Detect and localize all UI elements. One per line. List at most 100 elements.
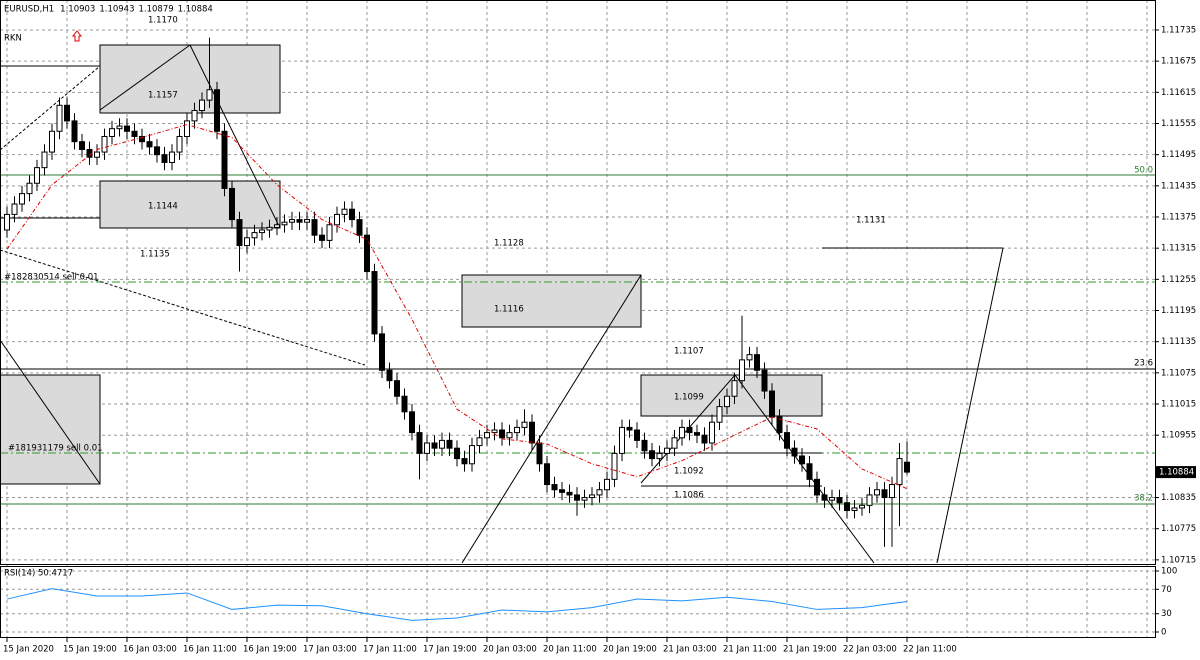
candle-body — [341, 208, 348, 215]
candle-body — [829, 497, 835, 501]
candle-body — [709, 421, 715, 444]
x-tick-label: 16 Jan 19:00 — [243, 645, 297, 655]
candle-body — [619, 426, 625, 454]
rsi-frame — [0, 566, 1156, 638]
candle-body — [71, 120, 78, 143]
x-tick-label: 17 Jan 11:00 — [363, 645, 417, 655]
y-tick-label: 1.11015 — [1161, 400, 1196, 410]
annotation: 1.1116 — [494, 305, 524, 315]
candle-body — [296, 219, 303, 223]
zone-box — [99, 180, 281, 229]
x-tick-label: 17 Jan 03:00 — [303, 645, 357, 655]
candle-body — [724, 395, 730, 408]
candle-body — [26, 182, 33, 195]
moving-average — [6, 124, 908, 490]
candle-body — [889, 484, 895, 499]
candle-body — [634, 429, 640, 441]
candle-body — [236, 219, 243, 247]
candle-body — [334, 213, 340, 226]
candle-body — [41, 151, 48, 169]
x-tick-label: 16 Jan 11:00 — [183, 645, 237, 655]
candle-body — [866, 494, 873, 506]
candle-body — [101, 135, 108, 153]
candle-body — [761, 369, 768, 392]
y-tick-label: 1.11735 — [1161, 25, 1196, 35]
candle-body — [259, 229, 265, 234]
candle-body — [544, 463, 550, 486]
candle-body — [581, 497, 588, 501]
candle-body — [521, 421, 528, 428]
candle-body — [851, 507, 858, 512]
rsi-title: RSI(14) 50.4717 — [4, 569, 73, 579]
x-tick-label: 22 Jan 03:00 — [843, 645, 897, 655]
candle-body — [364, 234, 370, 273]
candle-body — [191, 110, 198, 122]
y-tick-label: 70 — [1161, 585, 1172, 595]
annotation: 1.1128 — [494, 239, 524, 249]
ohlc-open: 1.10903 — [60, 5, 95, 15]
candle-body — [461, 458, 468, 465]
candle-body — [806, 463, 813, 480]
candle-body — [574, 494, 580, 501]
annotation: 1.1092 — [674, 467, 704, 477]
candle-body — [109, 128, 115, 137]
y-tick-label: 1.11135 — [1161, 337, 1196, 347]
candle-body — [214, 89, 220, 132]
annotation: 50.0 — [1134, 166, 1153, 176]
candle-body — [64, 104, 70, 122]
candle-body — [424, 442, 430, 454]
candle-body — [476, 437, 483, 447]
y-tick-label: 30 — [1161, 609, 1172, 619]
candle-body — [154, 146, 160, 156]
annotation: 1.1157 — [148, 91, 178, 101]
candle-body — [694, 432, 700, 436]
zone-box — [0, 374, 101, 485]
candle-body — [551, 484, 558, 491]
candle-body — [289, 219, 295, 223]
annotation: 1.1144 — [148, 202, 178, 212]
y-tick-label: 0 — [1161, 628, 1166, 638]
candle-body — [506, 432, 513, 439]
candle-body — [139, 135, 145, 143]
candle-body — [206, 89, 213, 101]
candle-body — [499, 429, 505, 439]
candle-body — [881, 489, 888, 499]
x-tick-label: 20 Jan 11:00 — [543, 645, 597, 655]
y-tick-label: 1.11075 — [1161, 368, 1196, 378]
y-tick-label: 1.11195 — [1161, 306, 1196, 316]
candle-body — [379, 333, 385, 371]
candle-body — [701, 434, 708, 444]
candle-body — [416, 432, 423, 454]
y-tick-label: 1.11315 — [1161, 244, 1196, 254]
candle-body — [904, 461, 910, 473]
ohlc-close: 1.10884 — [178, 5, 213, 15]
candle-body — [656, 452, 663, 460]
trade-line — [0, 65, 101, 151]
annotation: 38.2 — [1134, 494, 1153, 504]
candle-body — [176, 135, 183, 153]
trend-line — [99, 44, 191, 111]
candle-body — [401, 395, 408, 413]
y-tick-label: 1.10835 — [1161, 493, 1196, 503]
candle-body — [814, 478, 820, 496]
candle-body — [529, 421, 535, 444]
y-tick-label: 1.10775 — [1161, 524, 1196, 534]
candle-body — [671, 437, 678, 449]
price-label: 1.10884 — [1159, 468, 1194, 478]
candle-body — [731, 380, 738, 397]
candle-body — [439, 439, 445, 449]
trade-line — [0, 249, 366, 366]
candle-body — [454, 447, 460, 460]
candle-body — [776, 416, 783, 434]
x-tick-label: 16 Jan 03:00 — [123, 645, 177, 655]
candle-body — [409, 411, 415, 434]
candle-body — [859, 504, 865, 509]
candle-body — [746, 354, 753, 361]
annotation: 23.6 — [1134, 359, 1153, 369]
candle-body — [34, 167, 40, 184]
marks-layer — [4, 37, 910, 621]
zone-box — [99, 44, 281, 114]
symbol: EURUSD,H1 — [4, 5, 54, 15]
candle-body — [874, 489, 880, 496]
